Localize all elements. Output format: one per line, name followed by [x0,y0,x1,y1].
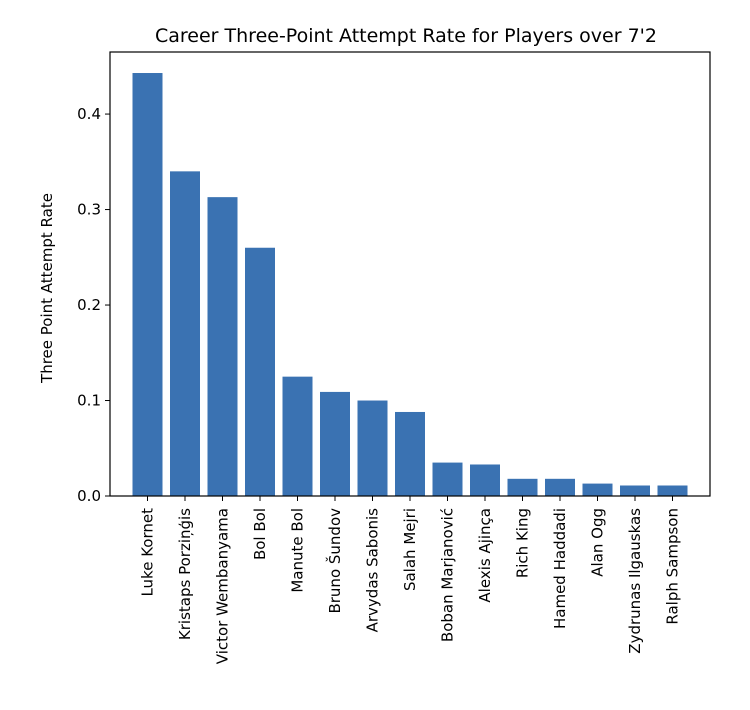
x-tick-label: Luke Kornet [139,508,157,597]
bar [582,483,613,496]
bar [432,462,463,496]
bar [357,400,388,496]
x-tick-label: Bol Bol [251,508,269,560]
x-tick-label: Salah Mejri [401,508,419,591]
y-tick-label: 0.0 [77,487,101,505]
x-tick-label: Arvydas Sabonis [364,508,382,633]
x-tick-label: Ralph Sampson [664,508,682,625]
y-tick-label: 0.4 [77,105,101,123]
bar [507,478,538,496]
y-axis-label: Three Point Attempt Rate [38,193,56,384]
bar [170,171,200,496]
x-tick-label: Boban Marjanović [439,508,457,642]
x-tick-label: Zydrunas Ilgauskas [626,508,644,654]
bar [282,376,313,496]
bar [132,73,163,496]
plot-area: 0.0 0.1 0.2 0.3 0.4 Luke Kornet Kristaps Porzi… [77,51,711,664]
x-tick-label: Rich King [514,508,532,578]
x-tick-label: Victor Wembanyama [214,508,232,664]
x-tick-label: Alan Ogg [589,508,607,577]
x-tick-label: Bruno Šundov [325,508,344,614]
y-tick-label: 0.3 [77,201,101,219]
bar [245,247,275,496]
bar [657,485,688,496]
bar [207,197,238,496]
bar [395,411,425,496]
x-tick-label: Alexis Ajinça [476,508,494,603]
x-tick-label: Hamed Haddadi [551,508,569,629]
bar [620,485,650,496]
y-tick-label: 0.2 [77,296,101,314]
bar [545,478,575,496]
bar [320,391,350,496]
chart-title: Career Three-Point Attempt Rate for Play… [155,25,657,47]
x-tick-label: Kristaps Porziņģis [176,508,194,640]
bar [470,464,500,496]
x-tick-label: Manute Bol [289,508,307,593]
y-tick-label: 0.1 [77,392,101,410]
